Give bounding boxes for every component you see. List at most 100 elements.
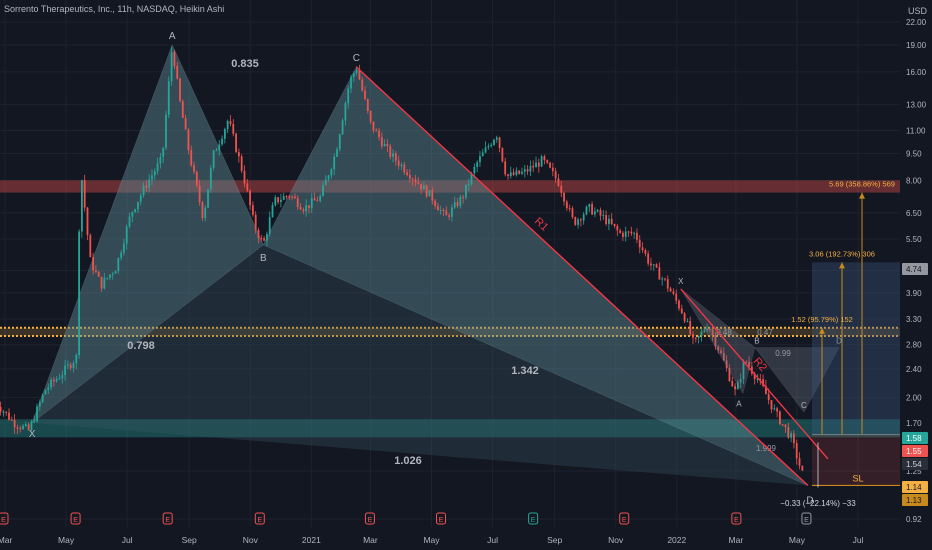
support-zone bbox=[0, 419, 900, 438]
candle-body bbox=[481, 152, 484, 157]
candle-body bbox=[207, 189, 209, 208]
candle-body bbox=[683, 313, 686, 322]
candle-body bbox=[95, 270, 97, 272]
candle-body bbox=[551, 167, 554, 172]
candle-body bbox=[734, 386, 736, 390]
candle-body bbox=[195, 171, 198, 186]
candle-body bbox=[451, 207, 453, 217]
candle-body bbox=[271, 205, 274, 218]
candle-body bbox=[546, 160, 549, 163]
candle-body bbox=[624, 231, 627, 237]
candle-body bbox=[330, 169, 333, 176]
price-badge bbox=[902, 494, 928, 506]
candle-body bbox=[686, 321, 689, 323]
price-badge-label: 1.55 bbox=[906, 447, 922, 456]
candle-body bbox=[156, 163, 159, 172]
candle-body bbox=[232, 124, 235, 134]
candle-body bbox=[235, 133, 237, 153]
candle-body bbox=[610, 218, 613, 224]
candle-body bbox=[725, 360, 728, 368]
candle-body bbox=[75, 355, 78, 364]
earnings-marker-label: E bbox=[1, 517, 6, 524]
pattern-ratio-label: 0.835 bbox=[231, 58, 259, 70]
candle-body bbox=[753, 373, 756, 380]
candle-body bbox=[111, 273, 114, 275]
candle-body bbox=[759, 379, 762, 381]
candle-body bbox=[465, 184, 467, 198]
earnings-marker bbox=[528, 512, 539, 525]
candle-body bbox=[773, 408, 776, 410]
pattern-point-label-b: B bbox=[260, 253, 267, 264]
candle-body bbox=[708, 328, 711, 330]
candles bbox=[0, 46, 804, 471]
candle-body bbox=[793, 433, 795, 444]
candle-body bbox=[162, 147, 165, 157]
candle-body bbox=[22, 425, 24, 429]
candle-body bbox=[358, 70, 361, 80]
candle-body bbox=[431, 190, 434, 201]
candle-body bbox=[106, 277, 109, 279]
candle-body bbox=[781, 424, 784, 426]
earnings-marker bbox=[364, 512, 375, 525]
candle-body bbox=[647, 253, 650, 264]
candle-body bbox=[274, 197, 277, 206]
candle-body bbox=[366, 99, 369, 111]
price-tick-label: 6.50 bbox=[906, 209, 922, 218]
candle-body bbox=[722, 353, 725, 361]
candle-body bbox=[565, 201, 568, 209]
candle-body bbox=[103, 278, 106, 289]
harmonic-triangle-xab bbox=[31, 44, 264, 424]
candle-body bbox=[204, 207, 207, 219]
time-axis-label: Mar bbox=[729, 535, 744, 545]
candle-body bbox=[193, 165, 195, 172]
candle-body bbox=[498, 137, 501, 148]
candle-body bbox=[476, 162, 479, 168]
candle-body bbox=[288, 196, 291, 198]
candle-body bbox=[425, 185, 428, 197]
candle-body bbox=[212, 150, 215, 168]
candle-body bbox=[92, 257, 95, 271]
time-axis-label: Jul bbox=[853, 535, 864, 545]
candle-body bbox=[100, 276, 103, 289]
candle-body bbox=[260, 238, 263, 240]
candle-body bbox=[473, 167, 476, 174]
candle-body bbox=[658, 267, 661, 280]
candle-body bbox=[633, 232, 636, 234]
earnings-marker bbox=[731, 512, 742, 525]
candle-body bbox=[291, 196, 294, 198]
candle-body bbox=[310, 198, 313, 209]
candle-body bbox=[728, 367, 731, 382]
price-tick-label: 2.80 bbox=[906, 341, 922, 350]
candle-body bbox=[226, 121, 229, 130]
candle-body bbox=[117, 257, 120, 272]
candle-body bbox=[322, 185, 324, 196]
candle-body bbox=[692, 334, 694, 338]
candle-body bbox=[148, 179, 151, 188]
price-badge bbox=[902, 432, 928, 444]
candle-body bbox=[27, 424, 30, 430]
candle-body bbox=[689, 321, 692, 335]
small-pattern-ratio-label: 0.99 bbox=[775, 349, 791, 358]
candle-body bbox=[537, 162, 540, 167]
small-pattern-point-a: A bbox=[736, 400, 742, 409]
price-badge-label: 1.14 bbox=[906, 483, 922, 492]
candle-body bbox=[669, 288, 672, 292]
candle-body bbox=[400, 164, 403, 166]
candle-body bbox=[442, 210, 445, 212]
target-arrow-head bbox=[839, 262, 845, 269]
candle-body bbox=[24, 424, 27, 426]
candle-body bbox=[243, 170, 246, 184]
candle-body bbox=[173, 52, 176, 67]
candle-body bbox=[187, 129, 190, 151]
pattern-ratio-label: 1.026 bbox=[394, 455, 422, 467]
candle-body bbox=[655, 264, 658, 268]
price-tick-label: 19.00 bbox=[906, 41, 927, 50]
candle-body bbox=[257, 229, 260, 239]
currency-label: USD bbox=[908, 6, 928, 16]
candle-body bbox=[736, 382, 739, 390]
candle-body bbox=[756, 379, 759, 381]
candle-body bbox=[125, 226, 128, 244]
candle-body bbox=[711, 329, 714, 335]
candle-body bbox=[89, 235, 92, 258]
